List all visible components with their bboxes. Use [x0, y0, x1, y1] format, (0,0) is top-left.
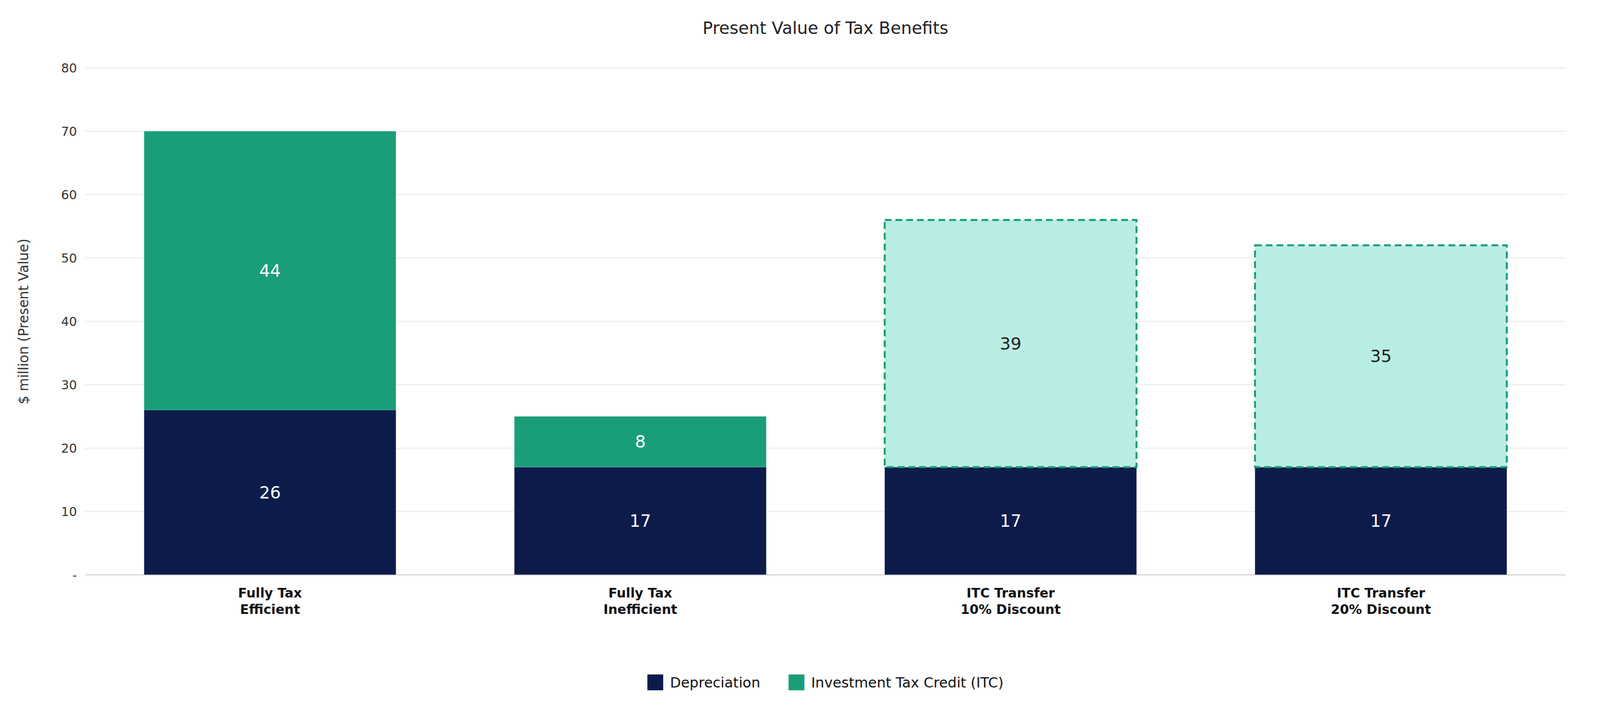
legend-label: Investment Tax Credit (ITC)	[811, 674, 1004, 691]
data-label: 39	[999, 333, 1022, 354]
y-tick-label: -	[72, 568, 77, 583]
data-label: 35	[1370, 346, 1392, 367]
bars	[144, 131, 1508, 575]
data-label: 17	[629, 510, 652, 531]
data-label: 8	[634, 431, 646, 452]
legend-swatch	[788, 674, 805, 691]
x-tick-label: ITC Transfer20% Discount	[1330, 585, 1431, 617]
y-tick-label: 40	[61, 314, 77, 329]
x-tick-label: ITC Transfer10% Discount	[960, 585, 1061, 617]
title: Present Value of Tax Benefits	[702, 18, 949, 38]
bar	[884, 467, 1137, 575]
data-label: 17	[1370, 510, 1392, 531]
y-tick-label: 60	[61, 187, 77, 202]
bar	[144, 131, 397, 411]
legend: Depreciation Investment Tax Credit (ITC)	[647, 674, 1004, 691]
legend-label: Depreciation	[669, 674, 761, 691]
x-tick-line: Efficient	[239, 601, 300, 617]
y-tick-label: 80	[61, 61, 77, 76]
x-tick-label: Fully TaxEfficient	[238, 585, 303, 617]
data-label: 44	[259, 260, 281, 281]
data-label: 26	[259, 482, 281, 503]
x-tick-label: Fully TaxInefficient	[603, 585, 678, 617]
bar	[884, 220, 1137, 468]
y-tick-label: 70	[61, 124, 77, 139]
x-tick-line: ITC Transfer	[1336, 585, 1426, 601]
x-tick-line: 20% Discount	[1330, 601, 1431, 617]
grid-line	[84, 574, 1567, 576]
data-label: 17	[999, 510, 1022, 531]
y-axis-label: $ million (Present Value)	[15, 238, 32, 405]
grid-line	[84, 67, 1567, 69]
y-tick-label: 10	[61, 504, 77, 519]
x-tick-line: Inefficient	[603, 601, 678, 617]
data-labels: 26 17 17 17 44 8 39 35	[259, 260, 1392, 531]
chart: Present Value of Tax Benefits - 10 20 30 40 50…	[0, 0, 1600, 722]
bar	[144, 410, 397, 575]
y-tick-label: 50	[61, 251, 77, 266]
y-tick-label: 20	[61, 441, 77, 456]
x-tick-line: Fully Tax	[238, 585, 303, 601]
legend-swatch	[647, 674, 664, 691]
bar	[514, 416, 767, 468]
x-tick-line: ITC Transfer	[966, 585, 1056, 601]
x-axis-line	[84, 574, 1567, 575]
bar	[1254, 467, 1507, 575]
bar	[514, 467, 767, 575]
bar	[1254, 245, 1507, 468]
x-tick-line: Fully Tax	[608, 585, 673, 601]
y-tick-label: 30	[61, 377, 77, 393]
x-tick-line: 10% Discount	[960, 601, 1061, 617]
